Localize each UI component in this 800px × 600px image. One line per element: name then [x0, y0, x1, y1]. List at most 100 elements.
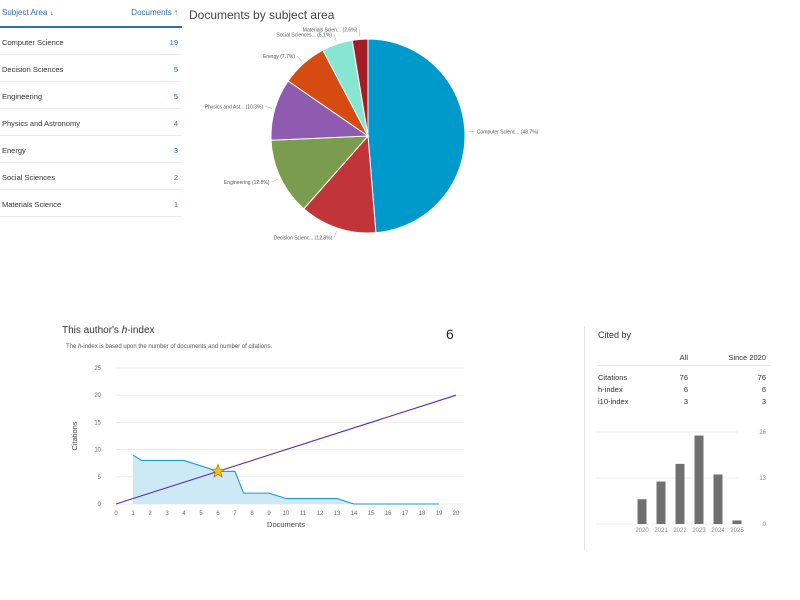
x-tick-label: 5 [199, 511, 203, 517]
document-count[interactable]: 2 [173, 173, 178, 182]
metric-since-2020: 76 [757, 373, 766, 382]
column-since-2020: Since 2020 [728, 353, 766, 362]
h-index-title: This author's h-index [62, 325, 155, 336]
x-axis-title: Documents [267, 520, 305, 529]
x-tick-label: 4 [182, 511, 186, 517]
subject-name: Engineering [2, 92, 43, 101]
metric-label: i10-index [598, 397, 629, 406]
subject-area-table: Subject Area ↓ Documents ↑ Computer Scie… [0, 0, 182, 217]
bar-x-tick-label: 2024 [711, 528, 725, 534]
metric-label: h-index [598, 385, 623, 394]
subject-row[interactable]: Energy 3 [0, 136, 182, 163]
bar-y-tick-label: 26 [759, 430, 766, 436]
pie-label-leader [359, 29, 361, 37]
document-count[interactable]: 1 [173, 200, 178, 209]
pie-label-leader [265, 106, 272, 109]
subject-row[interactable]: Social Sciences 2 [0, 163, 182, 190]
pie-slice[interactable] [270, 135, 370, 210]
x-tick-label: 12 [317, 511, 324, 517]
pie-label-leader [333, 34, 337, 42]
x-tick-label: 16 [385, 511, 392, 517]
bar-x-tick-label: 2025 [730, 528, 744, 534]
x-tick-label: 17 [402, 511, 409, 517]
y-axis-title: Citations [70, 421, 79, 450]
subject-row[interactable]: Decision Sciences 5 [0, 55, 182, 82]
pie-slice-label: Engineering (12.8%) [224, 180, 270, 186]
cited-by-title: Cited by [598, 330, 632, 340]
cited-by-header-row: All Since 2020 [598, 347, 770, 366]
pie-slice[interactable] [367, 38, 466, 234]
x-tick-label: 0 [114, 511, 118, 517]
pie-slice[interactable] [303, 134, 377, 234]
bar-y-tick-label: 13 [759, 476, 766, 482]
subject-row[interactable]: Engineering 5 [0, 82, 182, 109]
pie-label-leader [296, 55, 302, 62]
cited-by-table: All Since 2020 Citations 76 76 h-index 6 6 i10… [598, 347, 770, 408]
subject-name: Social Sciences [2, 173, 55, 182]
citation-bar[interactable] [713, 474, 723, 524]
bar-x-tick-label: 2020 [635, 528, 649, 534]
metric-all: 6 [683, 385, 688, 394]
y-tick-label: 25 [94, 366, 101, 372]
pie-slice[interactable] [351, 38, 369, 137]
sort-subject-area-header[interactable]: Subject Area ↓ [2, 8, 54, 17]
pie-chart-title: Documents by subject area [189, 8, 335, 22]
subject-name: Physics and Astronomy [2, 119, 80, 128]
cited-by-row: h-index 6 6 [598, 384, 770, 396]
diagonal-line [115, 394, 457, 505]
subject-name: Decision Sciences [2, 65, 64, 74]
y-tick-label: 15 [94, 420, 101, 426]
arrow-up-icon: ↑ [174, 8, 178, 17]
document-count[interactable]: 3 [173, 146, 178, 155]
y-tick-label: 0 [98, 502, 102, 508]
x-tick-label: 14 [351, 511, 358, 517]
x-tick-label: 11 [300, 511, 307, 517]
x-tick-label: 15 [368, 511, 375, 517]
subject-row[interactable]: Computer Science 19 [0, 28, 182, 55]
bar-x-tick-label: 2021 [654, 528, 668, 534]
section-divider [584, 326, 585, 550]
subject-table-header: Subject Area ↓ Documents ↑ [0, 0, 182, 28]
cited-by-row: i10-index 3 3 [598, 396, 770, 408]
bar-x-tick-label: 2022 [673, 528, 687, 534]
y-tick-label: 5 [98, 475, 102, 481]
pie-slice-label: Computer Scienc... (48.7%) [477, 130, 539, 136]
citation-bar[interactable] [637, 499, 647, 524]
citation-bar[interactable] [694, 435, 704, 524]
subject-row[interactable]: Materials Science 1 [0, 190, 182, 217]
subject-name: Materials Science [2, 200, 62, 209]
sort-documents-header[interactable]: Documents ↑ [131, 8, 178, 17]
bar-y-tick-label: 0 [763, 522, 767, 528]
x-tick-label: 20 [453, 511, 460, 517]
y-tick-label: 10 [94, 448, 101, 454]
pie-slice-label: Physics and Ast... (10.3%) [205, 104, 264, 110]
citations-per-year-chart: 26 13 0 2020 2021 2022 2023 2024 2025 [596, 430, 767, 534]
citation-bar[interactable] [732, 520, 742, 524]
pie-slice-label: Energy (7.7%) [263, 54, 295, 60]
metric-since-2020: 6 [761, 385, 766, 394]
citation-area [133, 455, 439, 504]
document-count[interactable]: 5 [173, 65, 178, 74]
x-tick-label: 19 [436, 511, 443, 517]
document-count[interactable]: 5 [173, 92, 178, 101]
h-index-description: The h-index is based upon the number of … [66, 344, 273, 350]
document-count[interactable]: 19 [169, 38, 178, 47]
h-index-value: 6 [446, 326, 454, 342]
x-tick-label: 10 [283, 511, 290, 517]
pie-slice-label: Materials Scien... (2.6%) [303, 27, 358, 33]
citation-bar[interactable] [656, 481, 666, 524]
metric-label: Citations [598, 373, 628, 382]
arrow-down-icon: ↓ [49, 8, 54, 17]
subject-row[interactable]: Physics and Astronomy 4 [0, 109, 182, 136]
subject-area-pie-chart: Computer Scienc... (48.7%) Decision Scien… [205, 27, 539, 240]
x-tick-label: 8 [250, 511, 254, 517]
pie-slice-label: Decision Scienc... (12.8%) [274, 236, 333, 240]
citation-bar[interactable] [675, 463, 685, 524]
x-tick-label: 7 [233, 511, 237, 517]
document-count[interactable]: 4 [173, 119, 178, 128]
citation-line [132, 454, 439, 505]
x-tick-label: 1 [131, 511, 135, 517]
x-tick-label: 13 [334, 511, 341, 517]
x-tick-label: 3 [165, 511, 169, 517]
